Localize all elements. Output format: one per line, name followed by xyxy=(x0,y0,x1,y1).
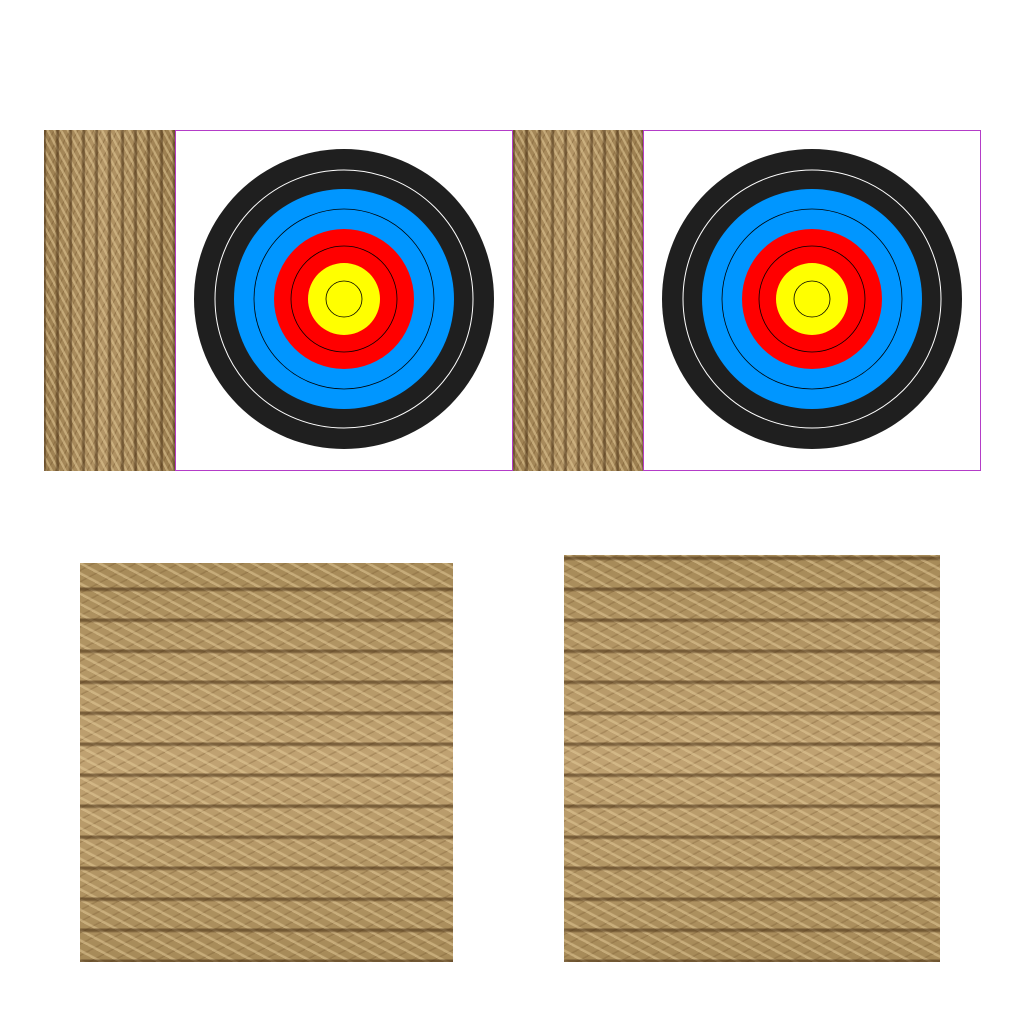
target-panel-right xyxy=(643,130,981,471)
rope-strip-left xyxy=(44,130,175,471)
archery-target-right xyxy=(662,149,962,449)
rope-strip-right xyxy=(513,130,644,471)
archery-target-left xyxy=(194,149,494,449)
rope-texture-square-left xyxy=(80,563,453,962)
ring-gold-inner-line xyxy=(325,280,363,318)
target-panel-left xyxy=(175,130,513,471)
ring-gold-inner-line xyxy=(793,280,831,318)
rope-texture-square-right xyxy=(564,555,940,962)
